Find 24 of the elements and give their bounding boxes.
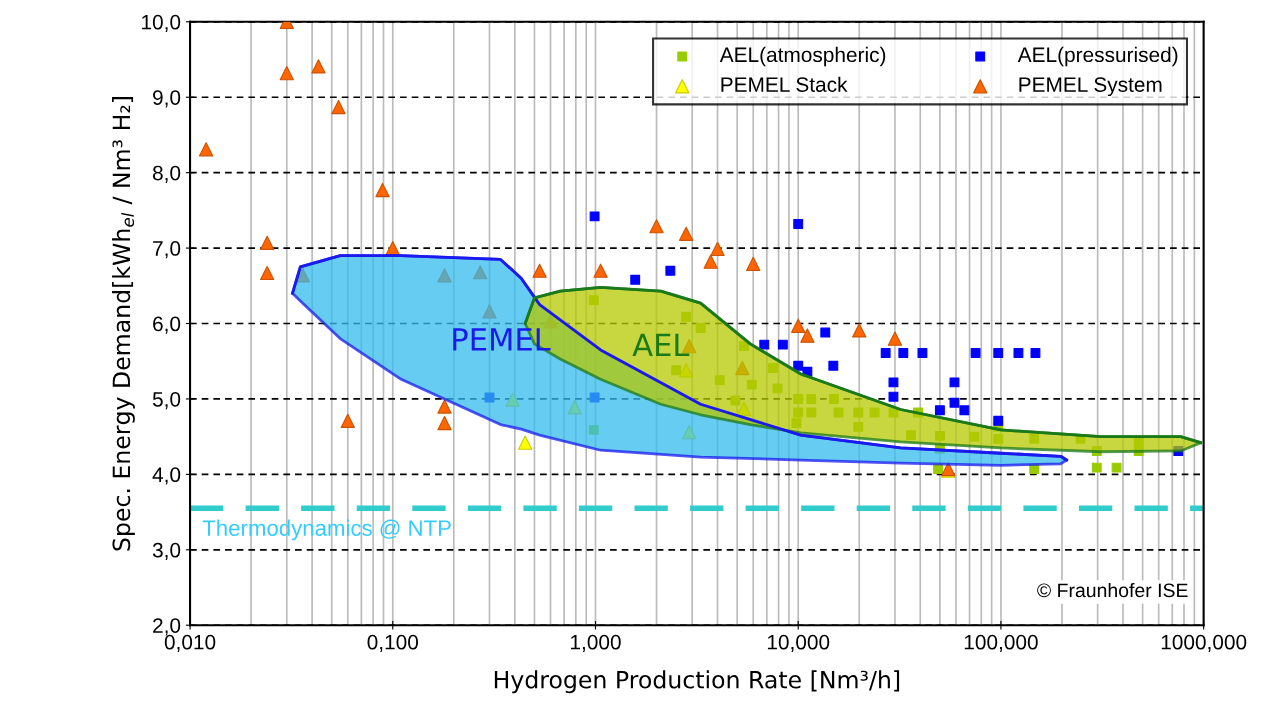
y-tick-label: 7,0: [153, 241, 181, 259]
y-tick-label: 8,0: [152, 165, 181, 183]
x-tick-label: 0,010: [164, 634, 216, 653]
annotation: © Fraunhofer ISE: [1037, 582, 1188, 598]
y-tick-label: 3,0: [152, 542, 181, 561]
y-tick-label: 4,0: [152, 467, 181, 485]
x-tick-label: 10,000: [767, 634, 830, 653]
x-tick-label: 1000,000: [1161, 634, 1247, 653]
series-label: AEL: [632, 333, 690, 357]
legend-label: PEMEL Stack: [721, 76, 848, 92]
x-tick-label: 0,100: [367, 634, 419, 653]
y-axis-title: Spec. Energy Demand[kWh$_{el}$ / Nm³ H₂]: [112, 97, 135, 551]
y-tick-label: 6,0: [153, 316, 181, 334]
y-tick-label: 5,0: [152, 391, 181, 410]
x-axis-title: Hydrogen Production Rate [Nm³/h]: [494, 670, 900, 694]
ref-line-label: Thermodynamics @ NTP: [202, 519, 451, 541]
x-tick-label: 100,000: [964, 634, 1038, 653]
x-tick-label: 1,000: [571, 634, 621, 653]
y-tick-label: 9,0: [153, 90, 181, 108]
legend-label: AEL(atmospheric): [719, 46, 886, 67]
y-tick-label: 2,0: [153, 618, 181, 636]
y-tick-label: 10,0: [142, 14, 181, 33]
legend-label: AEL(pressurised): [1017, 46, 1178, 67]
legend-label: PEMEL System: [1019, 77, 1162, 97]
